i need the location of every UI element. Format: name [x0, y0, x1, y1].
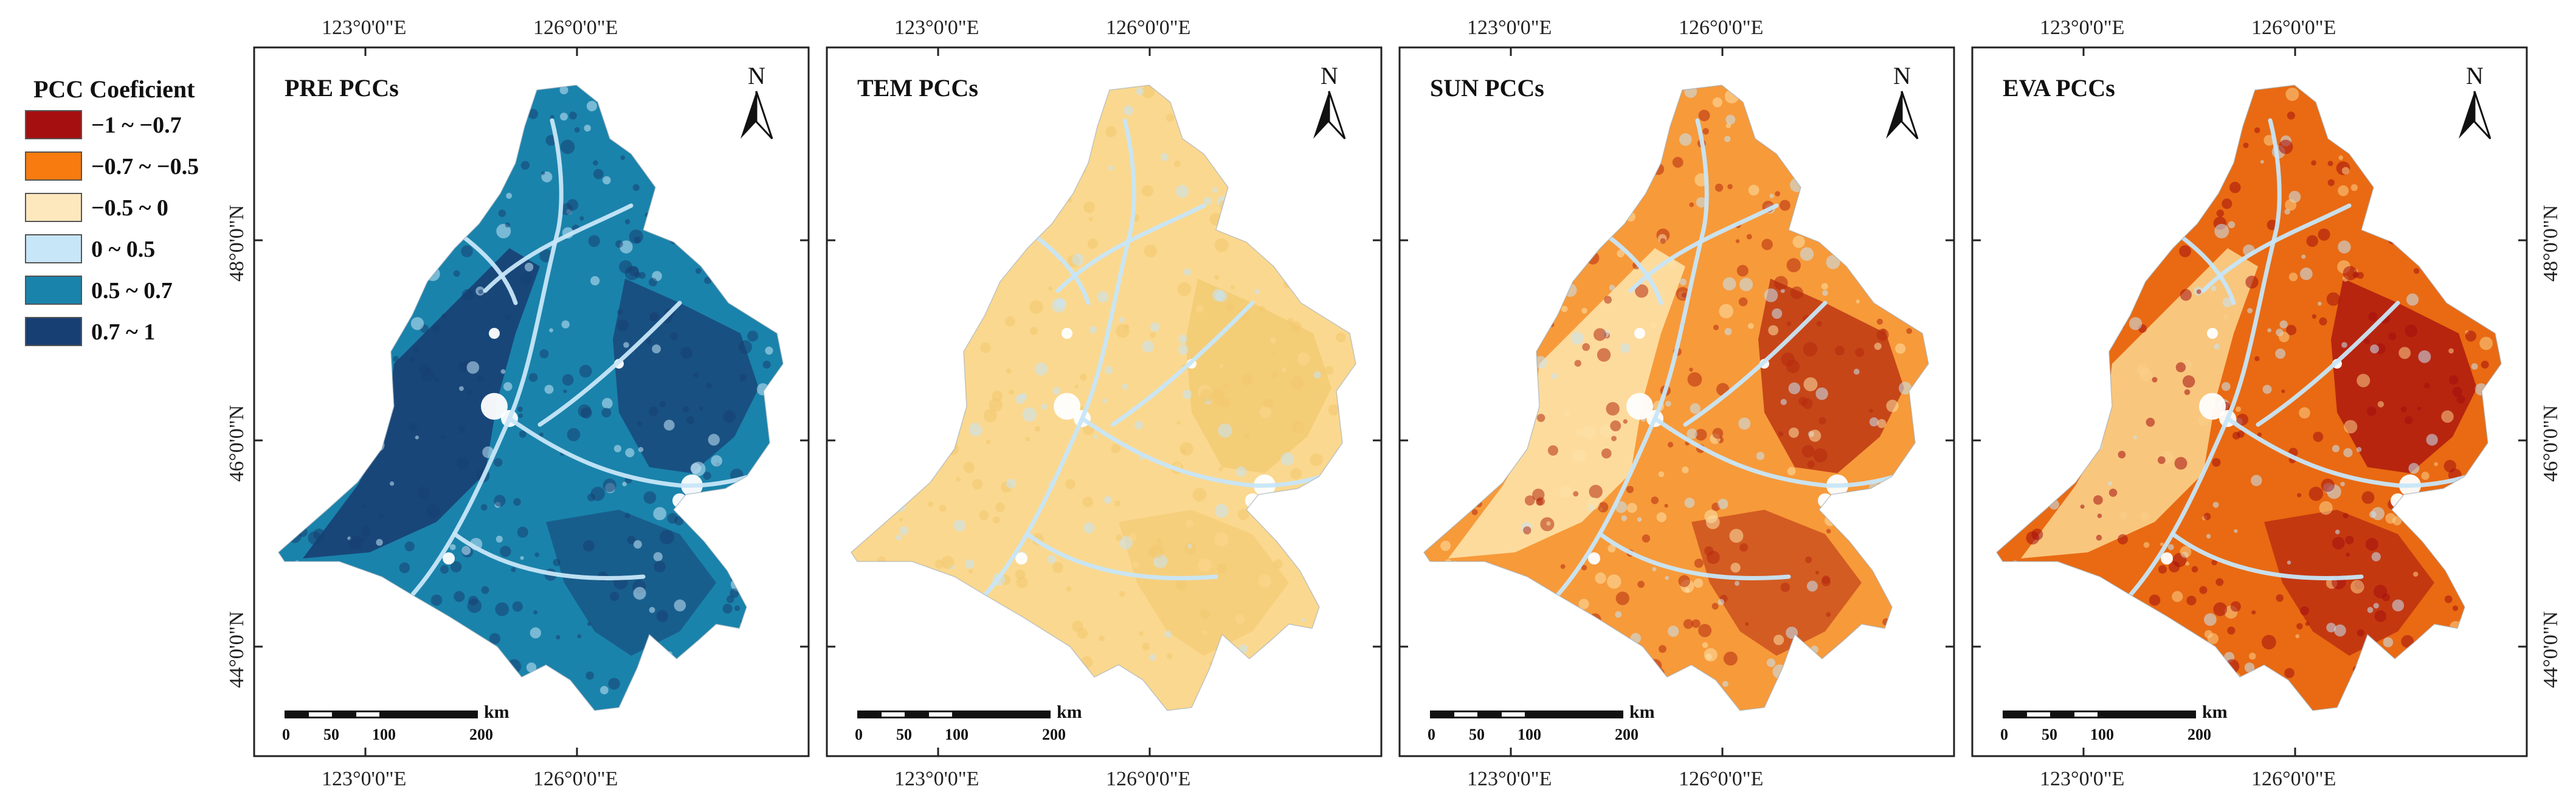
scale-bar-unit: km — [484, 702, 509, 722]
panel-title: PRE PCCs — [285, 74, 399, 102]
north-letter: N — [2466, 62, 2484, 89]
legend-item: 0.5 ~ 0.7 — [25, 276, 173, 305]
north-arrow-icon: N — [1886, 62, 1919, 140]
lon-label-bottom: 123°0'0"E — [322, 768, 406, 790]
lon-label-top: 126°0'0"E — [2251, 16, 2336, 39]
scale-bar-tick: 200 — [2188, 726, 2211, 743]
legend-swatch — [25, 110, 82, 139]
north-arrow-icon: N — [741, 62, 773, 140]
legend-label: −0.5 ~ 0 — [91, 195, 168, 221]
map-raster — [851, 85, 1356, 710]
north-letter: N — [748, 62, 765, 89]
legend-label: −1 ~ −0.7 — [91, 113, 182, 138]
legend-swatch — [25, 193, 82, 222]
scale-bar-tick: 50 — [896, 726, 912, 743]
legend-swatch — [25, 234, 82, 263]
lon-label-bottom: 126°0'0"E — [533, 768, 618, 790]
legend-title: PCC Coeficient — [33, 75, 195, 103]
legend-swatch — [25, 276, 82, 305]
map-panel: PRE PCCs N 0 50 100 200 km 123°0'0"E 123°0'0"E 12… — [226, 16, 810, 790]
lon-label-bottom: 123°0'0"E — [2040, 768, 2124, 790]
lon-label-top: 123°0'0"E — [894, 16, 979, 39]
scale-bar-tick: 50 — [2042, 726, 2057, 743]
legend-swatch — [25, 151, 82, 181]
scale-bar-tick: 0 — [282, 726, 290, 743]
north-arrow-icon: N — [1313, 62, 1346, 140]
lat-label-right: 48°0'0"N — [2540, 205, 2562, 282]
map-panel: EVA PCCs N 0 50 100 200 km 123°0'0"E 123°0'0"E 12… — [1971, 16, 2562, 790]
map-panel: SUN PCCs N 0 50 100 200 km 123°0'0"E 123°0'0"E 12… — [1398, 16, 1955, 790]
panel-title: SUN PCCs — [1430, 74, 1544, 102]
lon-label-top: 126°0'0"E — [1106, 16, 1190, 39]
map-raster — [1424, 85, 1929, 710]
scale-bar-unit: km — [2202, 702, 2228, 722]
scale-bar: 0 50 100 200 km — [1428, 702, 1655, 743]
lon-label-bottom: 126°0'0"E — [1679, 768, 1763, 790]
scale-bar-unit: km — [1629, 702, 1655, 722]
legend-label: −0.7 ~ −0.5 — [91, 154, 199, 179]
north-letter: N — [1321, 62, 1338, 89]
legend-label: 0 ~ 0.5 — [91, 237, 155, 262]
lon-label-top: 123°0'0"E — [322, 16, 406, 39]
lat-label-left: 46°0'0"N — [226, 405, 248, 482]
lon-label-bottom: 126°0'0"E — [2251, 768, 2336, 790]
legend-label: 0.7 ~ 1 — [91, 319, 155, 345]
lat-label-right: 46°0'0"N — [2540, 405, 2562, 482]
scale-bar-tick: 200 — [1042, 726, 1066, 743]
scale-bar-tick: 100 — [945, 726, 969, 743]
scale-bar-tick: 200 — [1615, 726, 1638, 743]
legend-item: 0.7 ~ 1 — [25, 317, 155, 346]
lon-label-top: 123°0'0"E — [2040, 16, 2124, 39]
scale-bar: 0 50 100 200 km — [282, 702, 509, 743]
scale-bar-unit: km — [1057, 702, 1082, 722]
scale-bar-tick: 200 — [469, 726, 493, 743]
lat-label-right: 44°0'0"N — [2540, 611, 2562, 688]
scale-bar: 0 50 100 200 km — [2000, 702, 2228, 743]
scale-bar-tick: 50 — [323, 726, 339, 743]
lon-label-top: 126°0'0"E — [1679, 16, 1763, 39]
lon-label-bottom: 126°0'0"E — [1106, 768, 1190, 790]
scale-bar-tick: 0 — [855, 726, 863, 743]
lon-label-top: 126°0'0"E — [533, 16, 618, 39]
legend-label: 0.5 ~ 0.7 — [91, 278, 173, 304]
lon-label-top: 123°0'0"E — [1467, 16, 1552, 39]
panel-title: TEM PCCs — [857, 74, 978, 102]
scale-bar-tick: 0 — [1428, 726, 1435, 743]
lon-label-bottom: 123°0'0"E — [894, 768, 979, 790]
scale-bar-tick: 100 — [1518, 726, 1541, 743]
scale-bar-tick: 50 — [1469, 726, 1485, 743]
map-panel: TEM PCCs N 0 50 100 200 km 123°0'0"E 123°0'0"E 12… — [826, 16, 1383, 790]
scale-bar-tick: 0 — [2000, 726, 2008, 743]
scale-bar-tick: 100 — [2090, 726, 2114, 743]
lat-label-left: 48°0'0"N — [226, 205, 248, 282]
legend: PCC Coeficient −1 ~ −0.7 −0.7 ~ −0.5 −0.5 … — [25, 75, 199, 346]
north-arrow-icon: N — [2459, 62, 2491, 140]
legend-item: −0.7 ~ −0.5 — [25, 151, 199, 181]
lon-label-bottom: 123°0'0"E — [1467, 768, 1552, 790]
lat-label-left: 44°0'0"N — [226, 611, 248, 688]
legend-item: 0 ~ 0.5 — [25, 234, 155, 263]
legend-swatch — [25, 317, 82, 346]
map-raster — [1997, 85, 2501, 710]
north-letter: N — [1893, 62, 1911, 89]
scale-bar: 0 50 100 200 km — [855, 702, 1082, 743]
legend-item: −1 ~ −0.7 — [25, 110, 182, 139]
legend-item: −0.5 ~ 0 — [25, 193, 168, 222]
panel-title: EVA PCCs — [2003, 74, 2115, 102]
scale-bar-tick: 100 — [372, 726, 396, 743]
